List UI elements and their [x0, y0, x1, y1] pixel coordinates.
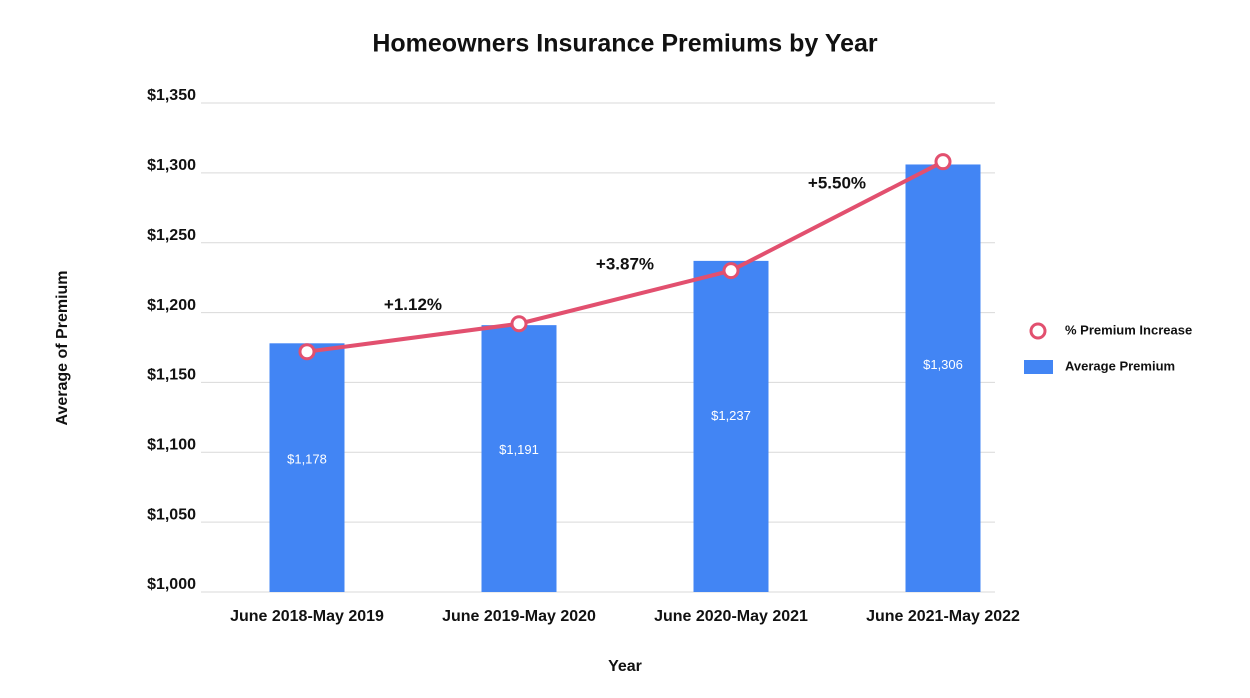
y-tick-label: $1,350 [147, 87, 196, 104]
x-axis-label: Year [608, 658, 642, 675]
legend-marker [1024, 360, 1053, 374]
y-tick-label: $1,300 [147, 157, 196, 174]
chart-title: Homeowners Insurance Premiums by Year [372, 30, 878, 58]
bar [905, 164, 981, 592]
annotation: +5.50% [808, 174, 866, 193]
y-tick-label: $1,000 [147, 576, 196, 593]
legend-label: % Premium Increase [1065, 322, 1192, 337]
bar [693, 260, 769, 592]
bar-value-label: $1,191 [499, 442, 539, 457]
x-tick-label: June 2020-May 2021 [654, 608, 808, 625]
y-tick-label: $1,150 [147, 367, 196, 384]
x-tick-label: June 2019-May 2020 [442, 608, 596, 625]
bar-value-label: $1,306 [923, 357, 963, 372]
bar-value-label: $1,237 [711, 408, 751, 423]
annotation: +1.12% [384, 295, 442, 314]
line [306, 159, 944, 354]
bar-value-label: $1,178 [287, 452, 327, 467]
legend-label: Average Premium [1065, 358, 1175, 373]
annotation: +3.87% [596, 255, 654, 274]
line-point [722, 262, 740, 280]
x-tick-label: June 2018-May 2019 [230, 608, 384, 625]
legend-marker [1029, 322, 1047, 340]
line-point [934, 153, 952, 171]
line-point [510, 315, 528, 333]
bar [269, 343, 345, 592]
line-point [298, 343, 316, 361]
y-tick-label: $1,100 [147, 437, 196, 454]
y-tick-label: $1,050 [147, 506, 196, 523]
y-axis-label: Average of Premium [54, 270, 71, 425]
x-tick-label: June 2021-May 2022 [866, 608, 1020, 625]
bar [481, 325, 557, 592]
y-tick-label: $1,200 [147, 297, 196, 314]
y-tick-label: $1,250 [147, 227, 196, 244]
